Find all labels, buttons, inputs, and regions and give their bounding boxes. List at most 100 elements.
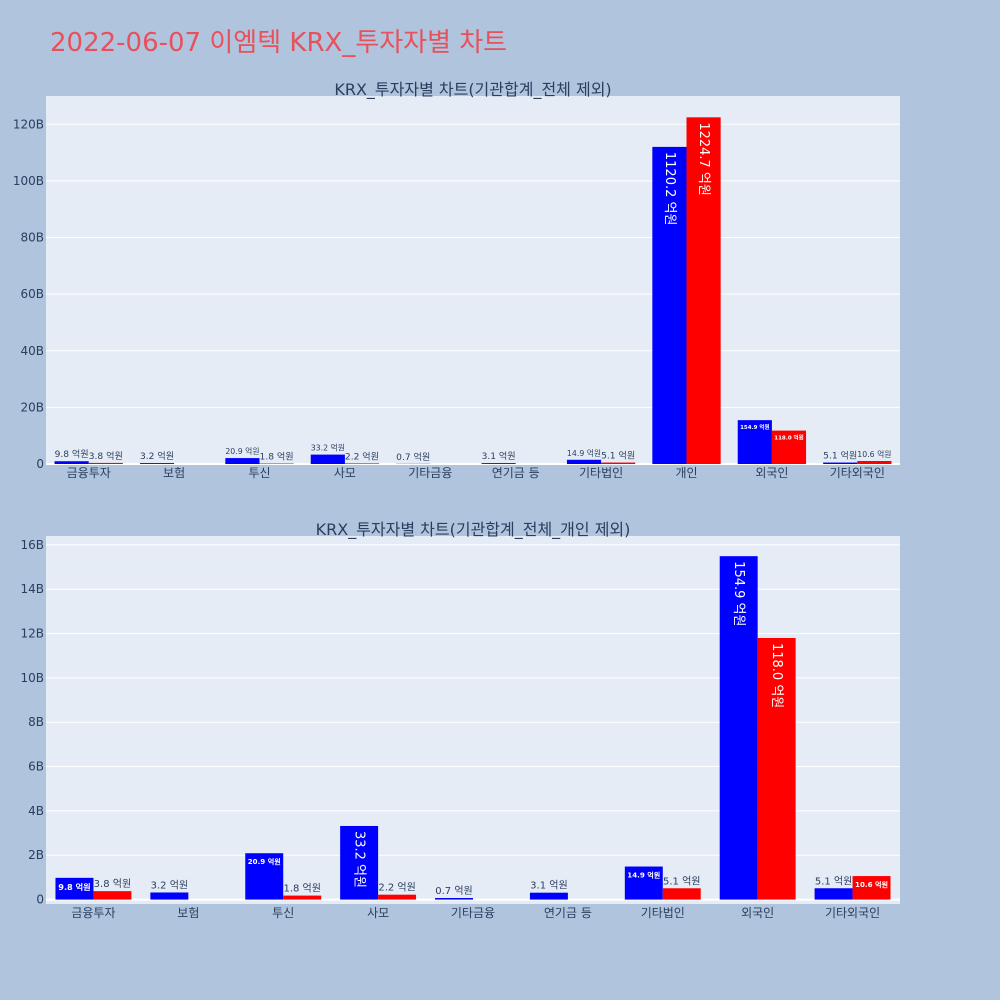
bar-data-label: 2.2 억원	[345, 450, 379, 462]
bar-data-label: 20.9 억원	[225, 446, 259, 456]
bar	[310, 454, 345, 464]
bar	[601, 462, 636, 464]
bar	[737, 420, 772, 464]
bar	[686, 117, 721, 465]
bar-data-label: 1120.2 억원	[662, 152, 677, 226]
x-tick-label: 외국인	[755, 466, 788, 480]
bar-data-label: 1.8 억원	[260, 450, 294, 462]
y-tick-label: 20B	[20, 400, 44, 414]
x-tick-label: 투신	[248, 466, 270, 480]
bar	[245, 853, 284, 900]
bar	[719, 556, 758, 900]
chart-title: KRX_투자자별 차트(기관합계_전체 제외)	[334, 80, 611, 100]
bar-data-label: 33.2 억원	[352, 831, 367, 888]
y-tick-label: 0	[36, 893, 44, 907]
bar	[814, 888, 853, 900]
chart-2: 0 2B 4B 6B 8B 10B 12B 14B 16B KRX_투자자별 차트(기관합계_전체…	[20, 520, 900, 920]
bar	[139, 463, 175, 464]
y-tick-label: 100B	[13, 174, 44, 188]
y-tick-label: 12B	[20, 627, 44, 641]
bar-data-label: 2.2 억원	[378, 882, 415, 894]
y-tick-label: 16B	[20, 538, 44, 552]
bar-data-label: 154.9 억원	[740, 423, 769, 431]
bar	[757, 637, 796, 900]
y-tick-label: 0	[36, 457, 44, 471]
bar-data-label: 3.1 억원	[530, 880, 567, 892]
x-tick-label: 외국인	[741, 906, 774, 920]
bar-data-label: 14.9 억원	[627, 870, 660, 879]
plot-area	[46, 96, 900, 464]
bar-data-label: 118.0 억원	[774, 433, 803, 441]
x-tick-label: 연기금 등	[544, 906, 592, 920]
x-tick-label: 보험	[163, 466, 185, 480]
x-tick-label: 기타금융	[408, 466, 452, 480]
bar	[283, 895, 322, 900]
bar-data-label: 20.9 억원	[248, 857, 281, 866]
x-tick-label: 사모	[367, 906, 389, 920]
x-tick-label: 투신	[272, 906, 294, 920]
x-tick-label: 개인	[675, 466, 697, 480]
bar-data-label: 5.1 억원	[823, 450, 857, 462]
bar	[259, 463, 294, 464]
bar	[771, 430, 807, 464]
bar-data-label: 3.8 억원	[94, 878, 131, 890]
bar	[481, 463, 516, 464]
y-tick-label: 10B	[20, 671, 44, 685]
bar-data-label: 5.1 억원	[601, 450, 635, 462]
bar	[435, 898, 473, 900]
y-tick-label: 40B	[20, 344, 44, 358]
x-tick-label: 기타외국인	[830, 466, 885, 480]
bar-data-label: 5.1 억원	[815, 875, 852, 887]
y-tick-label: 80B	[20, 231, 44, 245]
bar-data-label: 0.7 억원	[435, 885, 472, 897]
bar	[823, 462, 858, 464]
y-tick-label: 2B	[28, 848, 44, 862]
bar-data-label: 10.6 억원	[855, 880, 888, 889]
bar-data-label: 118.0 억원	[769, 643, 784, 708]
y-tick-label: 4B	[28, 804, 44, 818]
bar-data-label: 9.8 억원	[55, 448, 89, 460]
page-title: 2022-06-07 이엠텍 KRX_투자자별 차트	[50, 28, 508, 58]
x-tick-label: 금융투자	[71, 906, 115, 920]
y-tick-label: 120B	[13, 117, 44, 131]
bar	[652, 146, 687, 465]
bar	[662, 888, 701, 900]
bar-data-label: 154.9 억원	[731, 561, 746, 626]
bar	[93, 891, 132, 900]
bar	[54, 461, 89, 464]
bar-data-label: 3.1 억원	[482, 450, 516, 462]
bar-data-label: 3.2 억원	[151, 879, 188, 891]
bar	[852, 876, 891, 900]
bar	[150, 892, 189, 900]
x-tick-label: 기타법인	[641, 906, 685, 920]
y-tick-label: 14B	[20, 582, 44, 596]
bar	[88, 462, 123, 464]
bar	[624, 866, 663, 900]
y-tick-label: 60B	[20, 287, 44, 301]
bar	[378, 894, 417, 900]
chart-title: KRX_투자자별 차트(기관합계_전체_개인 제외)	[316, 520, 631, 540]
bar	[344, 463, 380, 464]
x-tick-label: 금융투자	[67, 466, 111, 480]
bar-data-label: 10.6 억원	[857, 449, 891, 459]
bar	[857, 460, 892, 464]
bar	[225, 458, 260, 464]
x-tick-label: 보험	[177, 906, 199, 920]
bar-data-label: 5.1 억원	[663, 875, 700, 887]
x-tick-label: 기타외국인	[825, 906, 880, 920]
bar	[529, 892, 568, 900]
bar-data-label: 1224.7 억원	[696, 122, 711, 196]
x-tick-label: 연기금 등	[492, 466, 540, 480]
y-tick-label: 6B	[28, 760, 44, 774]
x-tick-label: 사모	[334, 466, 356, 480]
bar-data-label: 0.7 억원	[396, 451, 430, 463]
bar-data-label: 14.9 억원	[567, 448, 601, 458]
x-tick-label: 기타금융	[451, 906, 495, 920]
chart-1: 0 20B 40B 60B 80B 100B 120B KRX_투자자별 차트(기관합계_전체…	[13, 80, 900, 480]
y-tick-label: 8B	[28, 715, 44, 729]
bar-data-label: 9.8 억원	[58, 882, 90, 892]
bar-data-label: 33.2 억원	[311, 443, 345, 453]
bar	[55, 877, 94, 900]
bar	[566, 459, 602, 464]
